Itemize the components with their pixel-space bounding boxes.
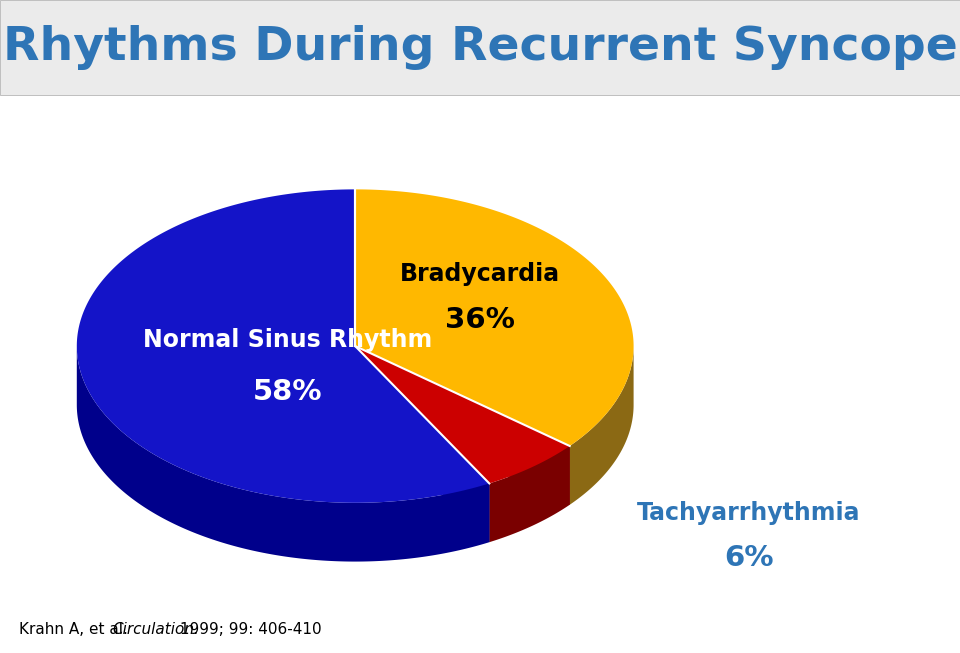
Text: Circulation.: Circulation. xyxy=(112,622,199,637)
Text: Rhythms During Recurrent Syncope: Rhythms During Recurrent Syncope xyxy=(3,25,957,69)
Text: 1999; 99: 406-410: 1999; 99: 406-410 xyxy=(175,622,322,637)
Polygon shape xyxy=(355,346,569,505)
FancyBboxPatch shape xyxy=(0,0,960,95)
Polygon shape xyxy=(569,347,634,505)
Text: Normal Sinus Rhythm: Normal Sinus Rhythm xyxy=(143,328,433,351)
Text: Bradycardia: Bradycardia xyxy=(400,263,560,286)
Polygon shape xyxy=(355,189,634,446)
Text: 36%: 36% xyxy=(445,306,515,334)
Polygon shape xyxy=(77,189,490,503)
Polygon shape xyxy=(355,346,490,542)
Text: 6%: 6% xyxy=(724,545,774,572)
Text: Tachyarrhythmia: Tachyarrhythmia xyxy=(637,501,860,524)
Polygon shape xyxy=(355,346,569,505)
Text: Krahn A, et al.: Krahn A, et al. xyxy=(19,622,132,637)
Polygon shape xyxy=(355,346,569,483)
Text: 58%: 58% xyxy=(253,378,323,406)
Polygon shape xyxy=(77,346,490,562)
Polygon shape xyxy=(490,446,569,542)
Polygon shape xyxy=(355,346,490,542)
